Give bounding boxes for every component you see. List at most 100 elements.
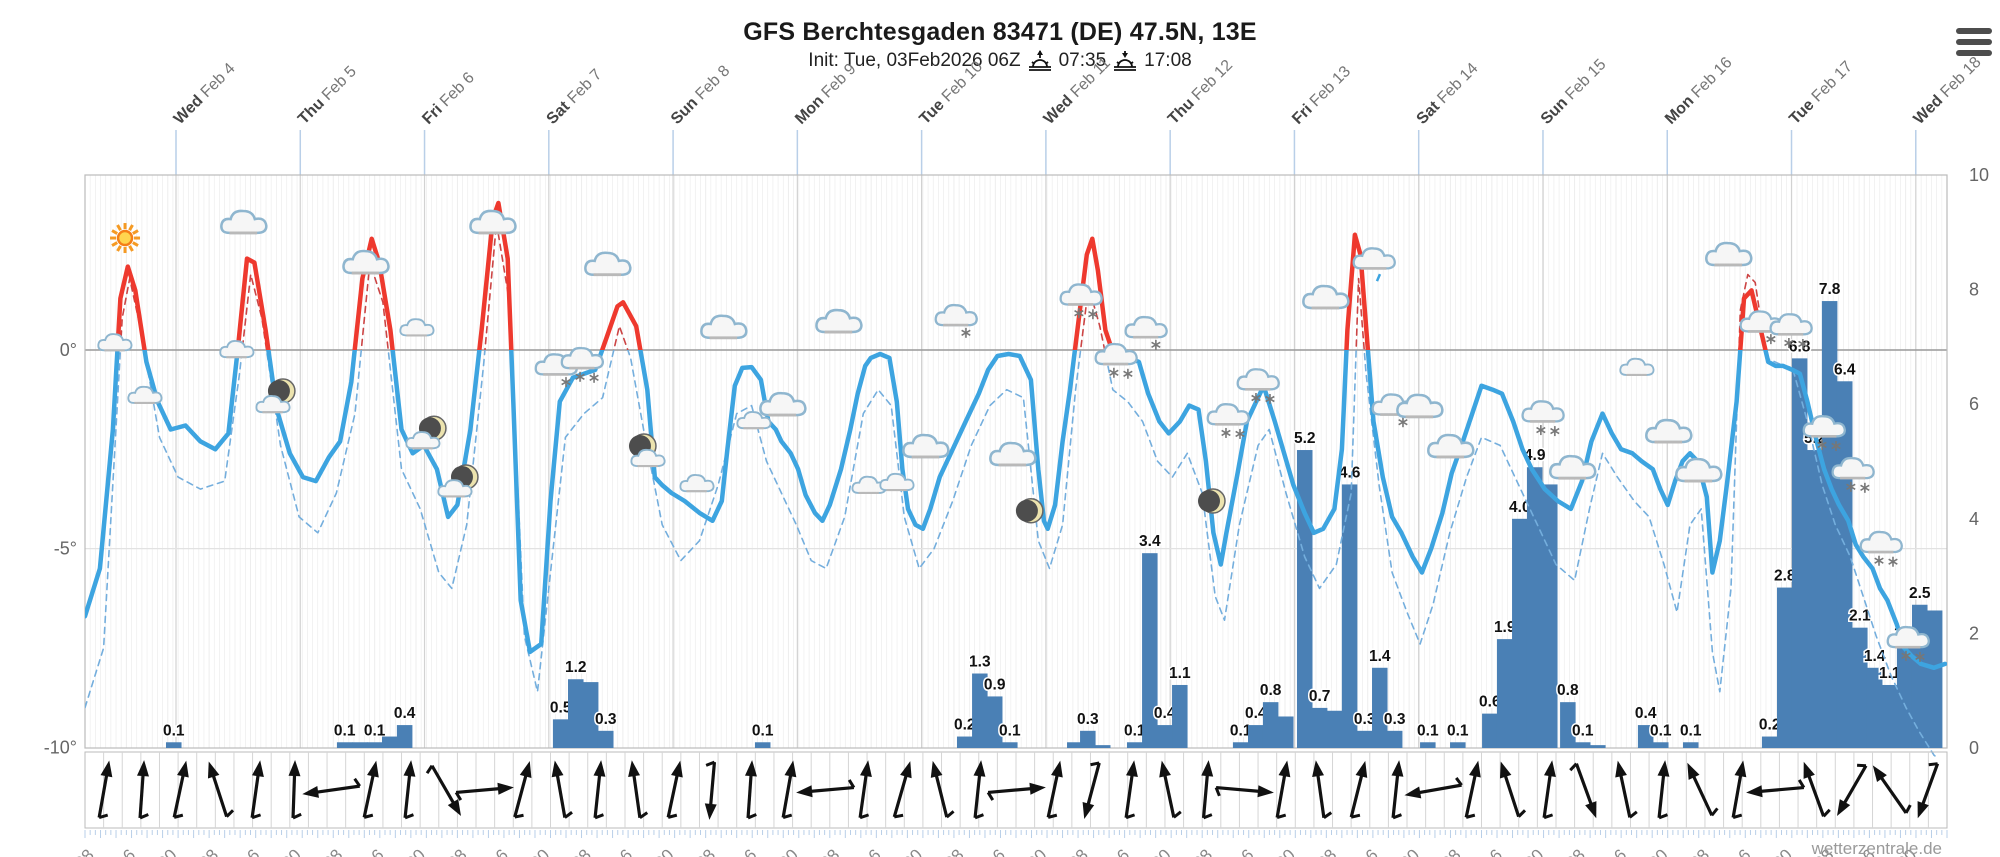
wind-arrow-icon [1159,760,1182,819]
wind-arrow-icon [97,760,113,820]
sunset-time: 17:08 [1144,50,1192,71]
axis-labels: 0° -5° -10° 10 8 6 4 2 0 [44,165,1989,758]
snowflake-icon [1251,392,1261,403]
wind-arrow-icon [930,760,955,819]
hamburger-icon[interactable] [1956,28,1992,58]
wind-arrow-icon [136,760,149,820]
precip-bar [552,719,569,748]
hour-label: 08 [817,845,844,857]
cloud-icon [1302,284,1350,310]
precip-axis-label: 0 [1969,738,1979,758]
precip-value-label: 0.6 [1479,694,1501,711]
precip-bar [1896,644,1913,748]
wind-arrow-icon [1731,760,1747,820]
wind-arrow-icon [1657,760,1670,820]
cloud-icon [989,441,1037,467]
wind-arrow-icon [1349,760,1368,819]
hour-label: 00 [1024,845,1051,857]
watermark: wetterzentrale.de [1811,839,1942,857]
wind-arrow-icon [454,782,514,801]
precip-value-label: 0.3 [595,711,617,728]
precip-value-label: 0.5 [550,699,572,716]
hour-label: 16 [734,845,761,857]
day-label: Mon Feb 16 [1662,54,1736,128]
wind-arrow-icon [362,760,379,819]
wind-arrow-icon [1404,777,1463,799]
precip-bar [1356,730,1373,748]
wind-arrow-icon [1687,762,1719,817]
precip-value-label: 2.1 [1849,608,1871,625]
cloud-icon [1705,241,1753,267]
precip-bar [1482,713,1498,748]
precip-bar [1512,518,1528,748]
snowflake-icon [1151,339,1161,350]
precip-bar [1262,702,1279,748]
snowflake-icon [1888,556,1898,567]
precip-value-label: 0.4 [1245,705,1267,722]
cloud-icon [879,472,915,492]
snowflake-icon [1860,482,1870,493]
wind-arrow-icon [250,760,264,820]
cloud-icon [127,385,163,405]
wind-arrow-icon [628,760,649,819]
precip-bar [1311,707,1328,748]
wind-arrow-icon [1872,765,1912,814]
hour-label: 08 [941,845,968,857]
snowflake-icon [575,371,585,382]
precip-axis-label: 4 [1969,509,1979,529]
precip-value-label: 0.1 [1447,722,1469,739]
day-label: Sun Feb 8 [668,62,734,128]
wind-arrow-icon [1214,785,1274,798]
wind-arrow-icon [781,760,797,820]
precip-value-label: 7.8 [1819,281,1841,298]
cloud-icon [700,314,748,340]
temp-dashed-line [85,350,1940,758]
wind-arrow-icon [551,760,573,819]
cloud-icon [1206,403,1250,426]
wind-arrow-icon [1312,760,1333,819]
wind-arrow-icon [172,760,189,819]
precip-bar [1574,742,1591,748]
precip-bar [1450,742,1466,748]
wind-arrow-icon [796,779,856,798]
hour-label: 16 [609,845,636,857]
wind-arrow-icon [207,761,235,818]
hour-label: 16 [1604,845,1631,857]
wind-arrow-icon [1201,760,1214,820]
snowflake-icon [1123,368,1133,379]
day-label: Sat Feb 14 [1414,60,1482,128]
init-label: Init: Tue, 03Feb2026 06Z [808,50,1021,71]
precip-value-label: 4.6 [1339,464,1361,481]
precip-value-label: 0.1 [1572,722,1594,739]
temp-axis-label: 0° [60,340,77,360]
precip-bar [1341,484,1358,748]
hour-label: 08 [1189,845,1216,857]
hour-label: 08 [1065,845,1092,857]
hour-label: 16 [1852,845,1879,857]
hour-label: 00 [1893,845,1920,857]
precip-value-label: 1.3 [969,654,991,671]
cloud-icon [1352,247,1396,270]
precip-bar [352,742,368,748]
cloud-icon [1886,625,1930,649]
precip-value-label: 0.3 [1384,711,1406,728]
cloud-icon [1059,283,1103,306]
precip-bar [568,679,584,748]
cloud-icon [469,209,517,235]
cloud-icon [1236,368,1280,391]
moon-icon [1197,488,1226,514]
hour-label: 00 [775,845,802,857]
hour-label: 00 [1645,845,1672,857]
cloud-icon [902,433,950,459]
precip-value-label: 1.4 [1864,648,1886,665]
precip-bar [1420,742,1436,748]
day-label: Fri Feb 6 [419,69,478,128]
day-label: Wed Feb 4 [171,60,239,128]
precip-value-label: 0.2 [1759,717,1781,734]
precip-bar [396,725,413,748]
snowflake-icon [1831,440,1841,451]
cloud-icon [437,479,473,498]
precip-bar [1882,684,1898,748]
wind-arrow-icon [1391,760,1404,820]
precip-bar [1496,639,1513,748]
